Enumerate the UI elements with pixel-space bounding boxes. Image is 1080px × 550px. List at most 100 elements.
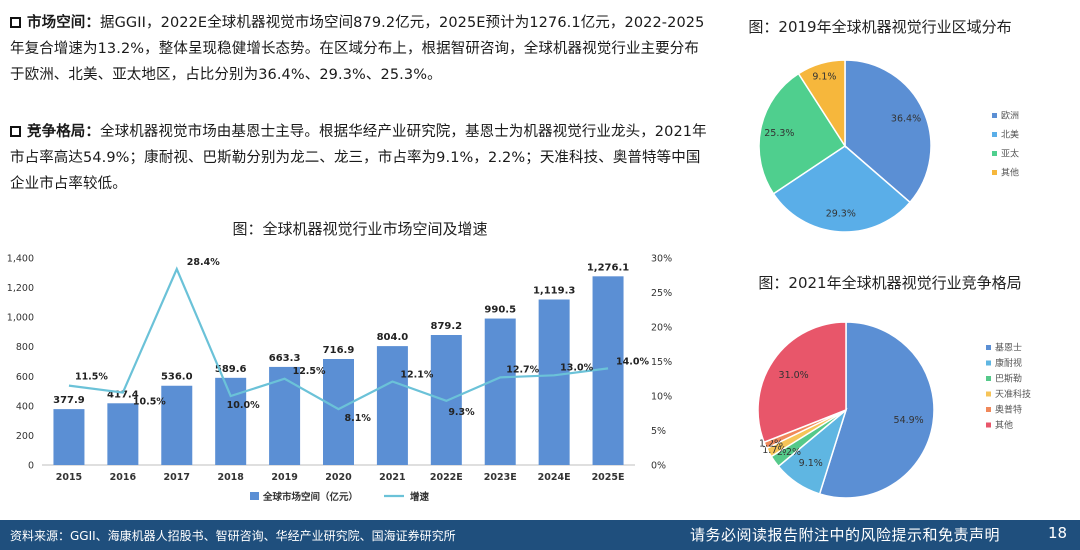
- pie-value-label: 54.9%: [894, 415, 924, 426]
- legend-swatch: [986, 345, 991, 350]
- source-note: 资料来源：GGII、海康机器人招股书、智研咨询、华经产业研究院、国海证券研究所: [10, 529, 456, 543]
- pie-value-label: 31.0%: [779, 370, 809, 381]
- y2-tick-label: 30%: [651, 254, 672, 265]
- market-space-heading: 市场空间：: [27, 15, 100, 31]
- bar-value-label: 663.3: [269, 353, 301, 364]
- growth-value-label: 12.5%: [293, 366, 326, 377]
- y2-tick-label: 15%: [651, 357, 672, 368]
- region-pie-title: 图：2019年全球机器视觉行业区域分布: [748, 18, 1012, 36]
- bar-value-label: 716.9: [323, 345, 355, 356]
- competition-paragraph: 竞争格局：全球机器视觉市场由基恩士主导。根据华经产业研究院，基恩士为机器视觉行业…: [10, 119, 710, 197]
- footer-bar: 资料来源：GGII、海康机器人招股书、智研咨询、华经产业研究院、国海证券研究所 …: [0, 520, 1080, 550]
- bar-2017: [161, 385, 193, 465]
- growth-value-label: 12.1%: [400, 370, 433, 381]
- growth-value-label: 11.5%: [75, 372, 108, 383]
- x-tick-label: 2024E: [538, 472, 571, 483]
- legend-swatch: [992, 151, 997, 156]
- growth-value-label: 9.3%: [448, 407, 475, 418]
- pie-value-label: 9.1%: [799, 458, 823, 469]
- legend-label: 巴斯勒: [995, 373, 1022, 385]
- legend-label: 康耐视: [995, 357, 1022, 369]
- x-tick-label: 2020: [325, 472, 352, 483]
- competition-heading: 竞争格局：: [27, 124, 100, 140]
- square-bullet-icon: [10, 126, 21, 137]
- y-tick-label: 600: [16, 372, 34, 383]
- y2-tick-label: 0%: [651, 461, 666, 472]
- pie-slice-欧洲: [844, 59, 932, 204]
- legend-swatch: [986, 391, 991, 397]
- page-number: 18: [1048, 524, 1068, 542]
- y-tick-label: 200: [16, 431, 34, 442]
- pie-value-label: 36.4%: [891, 114, 921, 125]
- pie-value-label: 1.2%: [759, 438, 783, 449]
- y-tick-label: 1,200: [7, 283, 34, 294]
- growth-line: [68, 266, 609, 411]
- legend-swatch: [992, 132, 997, 137]
- legend-swatch: [986, 422, 991, 428]
- legend-label: 欧洲: [1001, 110, 1019, 122]
- legend-line-label: 增速: [410, 491, 430, 503]
- growth-value-label: 12.7%: [506, 364, 539, 375]
- legend-bar-label: 全球市场空间（亿元）: [262, 491, 358, 503]
- market-space-paragraph: 市场空间：据GGII，2022E全球机器视觉市场空间879.2亿元，2025E预…: [10, 10, 710, 88]
- disclaimer-text: 请务必阅读报告附注中的风险提示和免责声明: [690, 526, 1001, 544]
- legend-label: 其他: [1001, 167, 1019, 179]
- legend-swatch: [986, 376, 991, 381]
- legend-swatch: [992, 170, 997, 175]
- pie-value-label: 1.7%: [762, 445, 786, 456]
- bar-2024E: [538, 299, 570, 465]
- x-tick-label: 2018: [217, 472, 244, 483]
- x-tick-label: 2015: [56, 472, 82, 483]
- legend-swatch: [986, 360, 991, 366]
- legend-swatch: [986, 407, 991, 412]
- pie-value-label: 9.1%: [812, 71, 836, 82]
- legend-label: 其他: [995, 419, 1013, 431]
- x-tick-label: 2019: [271, 472, 297, 483]
- legend-label: 亚太: [1001, 148, 1019, 160]
- x-tick-label: 2023E: [484, 472, 517, 483]
- competition-pie-title: 图：2021年全球机器视觉行业竞争格局: [758, 274, 1022, 292]
- y-tick-label: 1,000: [7, 313, 34, 324]
- bar-value-label: 804.0: [377, 332, 409, 343]
- pie-slice-其他: [757, 321, 847, 444]
- bar-value-label: 589.6: [215, 364, 247, 375]
- market-size-chart: 0 200 400 600 800 1,000 1,200 1,400 0% 5% 10% 15% 20…: [7, 254, 672, 504]
- legend-label: 奥普特: [995, 404, 1022, 416]
- y-tick-label: 1,400: [7, 254, 34, 265]
- growth-value-label: 28.4%: [187, 257, 220, 268]
- y2-tick-label: 10%: [651, 392, 672, 403]
- x-tick-label: 2021: [379, 472, 405, 483]
- legend-label: 天准科技: [995, 388, 1031, 400]
- bar-2016: [107, 403, 139, 465]
- bar-2020: [323, 359, 354, 465]
- growth-value-label: 10.5%: [133, 397, 166, 408]
- bar-2021: [376, 346, 408, 465]
- bar-value-label: 417.4: [107, 389, 139, 400]
- x-tick-label: 2016: [110, 472, 137, 483]
- bar-2015: [53, 409, 85, 465]
- y2-tick-label: 5%: [651, 426, 666, 437]
- bar-value-label: 377.9: [53, 395, 85, 406]
- pie-slice-其他: [797, 59, 846, 149]
- x-tick-label: 2017: [164, 472, 190, 483]
- legend-swatch: [992, 113, 997, 118]
- y-tick-label: 0: [28, 461, 34, 472]
- y-tick-label: 800: [16, 342, 34, 353]
- growth-value-label: 8.1%: [345, 413, 372, 424]
- x-tick-label: 2022E: [430, 472, 463, 483]
- legend-label: 北美: [1001, 129, 1019, 141]
- bar-value-label: 1,119.3: [533, 286, 575, 297]
- pie-value-label: 2.2%: [777, 447, 801, 458]
- y2-tick-label: 20%: [651, 323, 672, 334]
- bar-2023E: [484, 318, 516, 465]
- competition-pie-chart: 54.9% 9.1%2.2%1.7%1.2% 31.0% 基恩士康耐视巴斯勒天准科技奥…: [757, 321, 1031, 499]
- legend-label: 基恩士: [995, 342, 1022, 354]
- bar-2019: [269, 366, 301, 465]
- bar-value-label: 990.5: [484, 305, 516, 316]
- y2-tick-label: 25%: [651, 288, 672, 299]
- bar-2018: [215, 377, 247, 465]
- pie-value-label: 29.3%: [826, 208, 856, 219]
- competition-text: 全球机器视觉市场由基恩士主导。根据华经产业研究院，基恩士为机器视觉行业龙头，20…: [10, 124, 707, 192]
- pie-slice-北美: [772, 145, 912, 233]
